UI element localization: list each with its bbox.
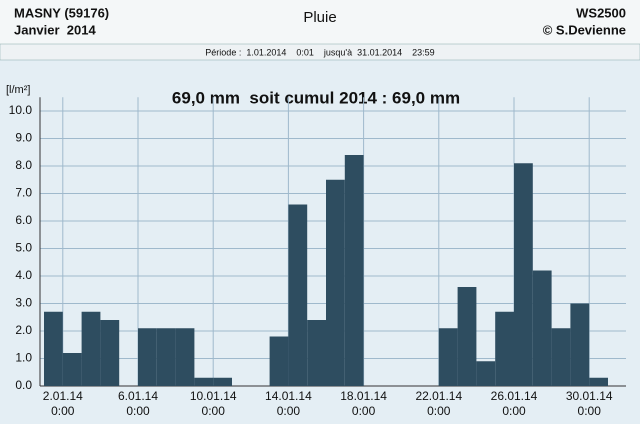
y-tick-label: 5.0 [15, 241, 32, 255]
x-tick-time: 0:00 [427, 404, 451, 418]
x-tick-label: 22.01.14 [415, 389, 462, 403]
bar [62, 353, 82, 386]
x-tick-label: 14.01.14 [265, 389, 312, 403]
y-tick-label: 3.0 [15, 296, 32, 310]
device: WS2500 [576, 5, 626, 20]
x-tick-time: 0:00 [126, 404, 150, 418]
y-tick-label: 0.0 [15, 378, 32, 392]
author: © S.Devienne [543, 22, 626, 37]
bar [514, 163, 533, 386]
y-tick-label: 2.0 [15, 323, 32, 337]
y-axis-label: [l/m²] [6, 84, 30, 96]
x-tick-label: 18.01.14 [340, 389, 387, 403]
bar [269, 336, 289, 386]
bar [307, 320, 326, 386]
bar [438, 328, 458, 386]
y-tick-label: 4.0 [15, 268, 32, 282]
station: MASNY (59176) [14, 5, 109, 20]
y-tick-label: 9.0 [15, 131, 32, 145]
x-tick-time: 0:00 [352, 404, 376, 418]
bar [457, 287, 477, 386]
y-tick-label: 7.0 [15, 186, 32, 200]
period: Période : 1.01.2014 0:01 jusqu'à 31.01.2… [205, 47, 434, 57]
x-tick-label: 6.01.14 [118, 389, 158, 403]
bar [326, 179, 345, 386]
x-tick-label: 10.01.14 [190, 389, 237, 403]
header-band [0, 0, 640, 44]
bar [156, 328, 176, 386]
bar [213, 377, 232, 386]
bar [551, 328, 571, 386]
x-tick-time: 0:00 [502, 404, 526, 418]
bar [589, 377, 608, 386]
x-tick-label: 30.01.14 [566, 389, 613, 403]
y-tick-label: 8.0 [15, 158, 32, 172]
bar [44, 311, 63, 386]
x-tick-label: 2.01.14 [43, 389, 83, 403]
bar [476, 361, 496, 386]
chart-title: 69,0 mm soit cumul 2014 : 69,0 mm [172, 88, 460, 107]
bar [100, 320, 120, 386]
x-tick-label: 26.01.14 [491, 389, 538, 403]
bar [532, 270, 552, 386]
bar [138, 328, 157, 386]
y-tick-label: 6.0 [15, 213, 32, 227]
bar [570, 303, 590, 386]
y-tick-label: 10.0 [9, 103, 33, 117]
month: Janvier 2014 [14, 22, 96, 37]
x-tick-time: 0:00 [578, 404, 602, 418]
bar [288, 204, 308, 386]
heading: Pluie [303, 9, 336, 26]
bar [495, 311, 514, 386]
x-tick-time: 0:00 [277, 404, 301, 418]
bar [344, 155, 364, 386]
y-tick-label: 1.0 [15, 351, 32, 365]
bar [175, 328, 195, 386]
bar [194, 377, 214, 386]
x-tick-time: 0:00 [51, 404, 75, 418]
bar [81, 311, 101, 386]
period-band [0, 43, 640, 61]
x-tick-time: 0:00 [202, 404, 226, 418]
